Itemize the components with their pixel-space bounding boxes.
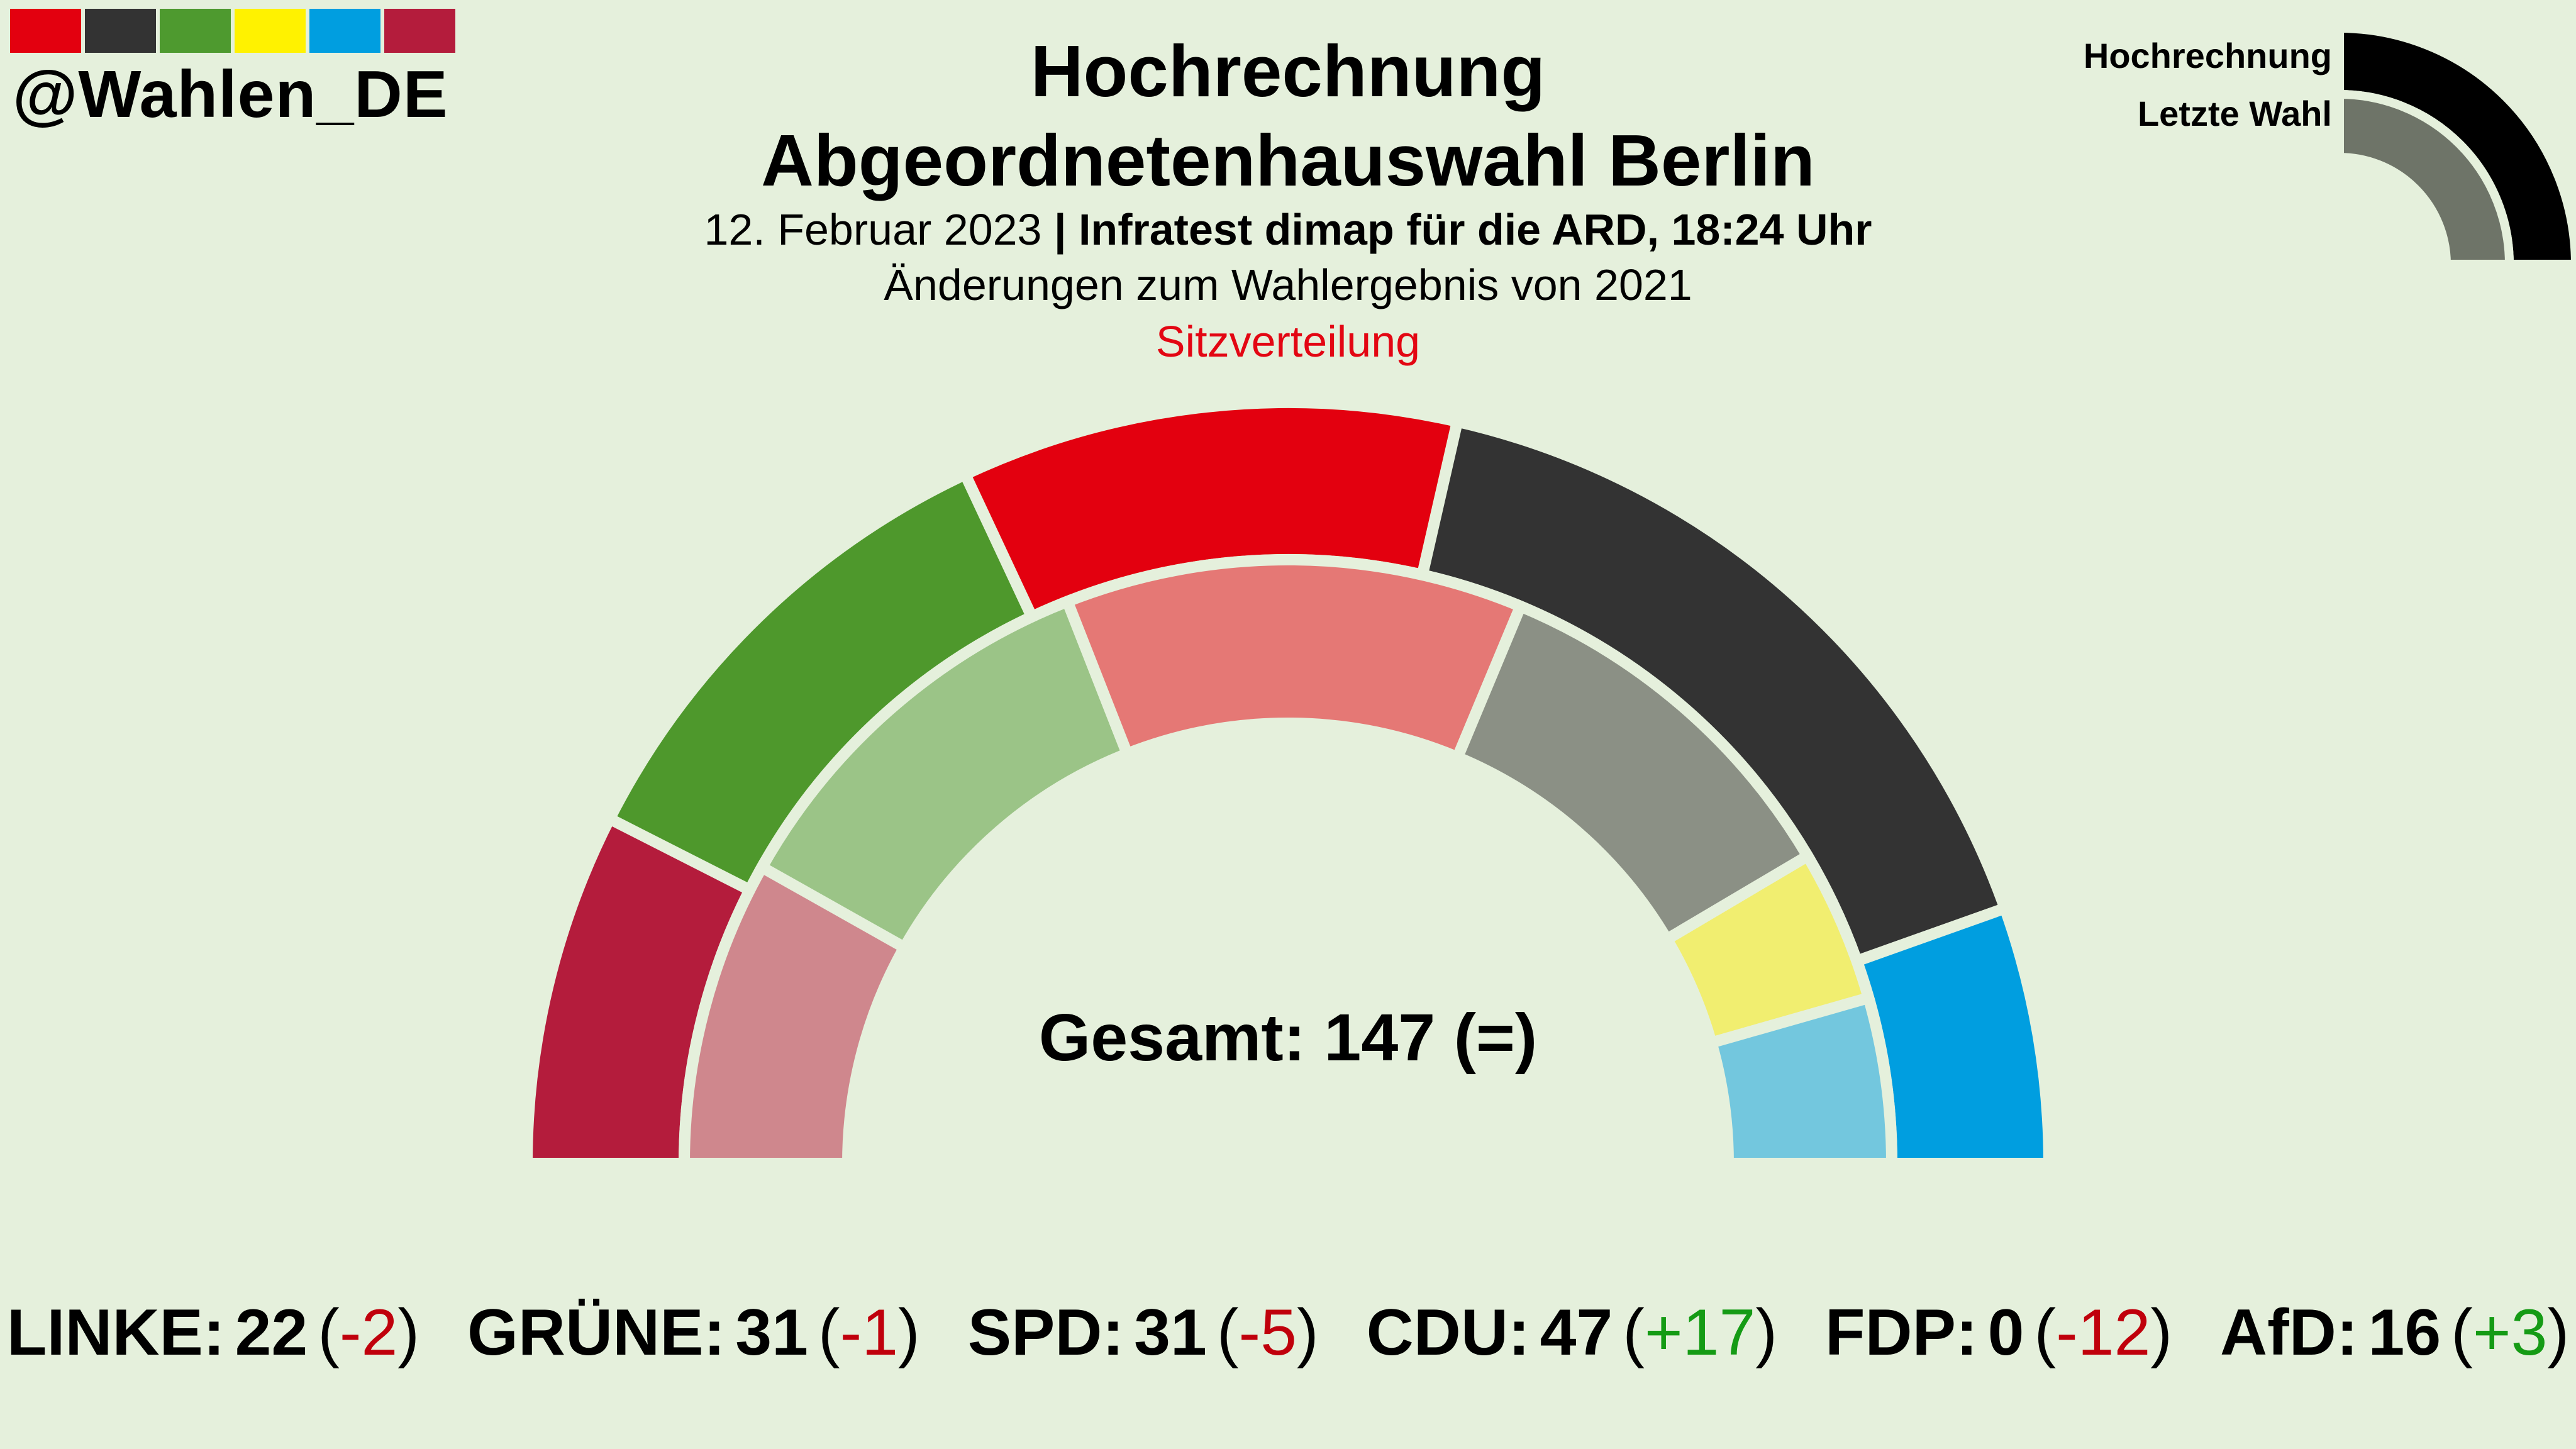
result-delta-value: +17 bbox=[1644, 1296, 1756, 1369]
legend-label-projection: Hochrechnung bbox=[2083, 36, 2332, 75]
result-delta: (-1) bbox=[818, 1296, 920, 1369]
results-row: LINKE: 22 (-2) GRÜNE: 31 (-1) SPD: 31 (-5) CDU: 47… bbox=[0, 1296, 2576, 1370]
brand-swatch bbox=[309, 9, 380, 53]
result-seats: 31 bbox=[735, 1296, 808, 1369]
result-delta-value: -2 bbox=[339, 1296, 398, 1369]
result-delta-value: -12 bbox=[2056, 1296, 2151, 1369]
result-afd: AfD: 16 (+3) bbox=[2220, 1296, 2569, 1370]
brand-swatch bbox=[10, 9, 81, 53]
result-delta-value: -5 bbox=[1238, 1296, 1297, 1369]
legend-ring-icon bbox=[2335, 23, 2576, 269]
result-cdu: CDU: 47 (+17) bbox=[1367, 1296, 1777, 1370]
result-delta: (-5) bbox=[1216, 1296, 1319, 1369]
title-line-1: Hochrechnung bbox=[1030, 30, 1546, 112]
last-election-segment-spd bbox=[1060, 554, 1528, 765]
result-spd: SPD: 31 (-5) bbox=[968, 1296, 1319, 1370]
result-party-label: CDU: bbox=[1366, 1296, 1530, 1369]
result-seats: 0 bbox=[1987, 1296, 2024, 1369]
legend-label-last-election: Letzte Wahl bbox=[2137, 94, 2332, 133]
brand-swatch bbox=[85, 9, 156, 53]
meta-line: 12. Februar 2023 | Infratest dimap für d… bbox=[0, 200, 2576, 259]
result-seats: 16 bbox=[2368, 1296, 2441, 1369]
ring-divider bbox=[680, 555, 1896, 1164]
brand-swatch bbox=[160, 9, 231, 53]
result-delta: (-12) bbox=[2034, 1296, 2173, 1369]
result-party-label: LINKE: bbox=[6, 1296, 225, 1369]
result-seats: 31 bbox=[1134, 1296, 1207, 1369]
result-delta: (+17) bbox=[1623, 1296, 1777, 1369]
legend-ring-inner bbox=[2335, 89, 2514, 269]
projection-ring bbox=[521, 397, 2055, 1169]
result-party-label: SPD: bbox=[967, 1296, 1124, 1369]
result-delta: (+3) bbox=[2451, 1296, 2570, 1369]
brand-swatch bbox=[384, 9, 455, 53]
poll-source: Infratest dimap für die ARD, 18:24 Uhr bbox=[1078, 205, 1872, 254]
result-seats: 47 bbox=[1540, 1296, 1613, 1369]
brand-handle: @Wahlen_DE bbox=[13, 57, 448, 131]
result-linke: LINKE: 22 (-2) bbox=[7, 1296, 419, 1370]
title-line-2: Abgeordnetenhauswahl Berlin bbox=[761, 119, 1815, 201]
result-delta-value: -1 bbox=[840, 1296, 899, 1369]
result-fdp: FDP: 0 (-12) bbox=[1825, 1296, 2172, 1370]
result-grne: GRÜNE: 31 (-1) bbox=[467, 1296, 920, 1370]
section-label: Sitzverteilung bbox=[1155, 317, 1421, 366]
result-party-label: GRÜNE: bbox=[467, 1296, 726, 1369]
result-party-label: AfD: bbox=[2220, 1296, 2358, 1369]
meta-separator: | bbox=[1053, 205, 1067, 254]
brand-color-strip bbox=[10, 9, 455, 53]
subtitle: Änderungen zum Wahlergebnis von 2021 bbox=[884, 260, 1692, 309]
election-date: 12. Februar 2023 bbox=[704, 205, 1042, 254]
result-delta-value: +3 bbox=[2472, 1296, 2548, 1369]
total-seats: Gesamt: 147 (=) bbox=[1038, 1001, 1538, 1075]
result-delta: (-2) bbox=[318, 1296, 420, 1369]
result-seats: 22 bbox=[235, 1296, 308, 1369]
page-title: Hochrechnung Abgeordnetenhauswahl Berlin bbox=[0, 26, 2576, 205]
brand-swatch bbox=[235, 9, 306, 53]
result-party-label: FDP: bbox=[1824, 1296, 1978, 1369]
